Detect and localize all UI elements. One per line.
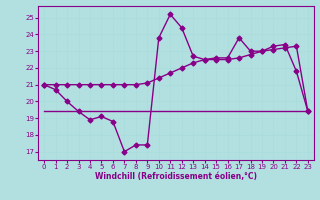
X-axis label: Windchill (Refroidissement éolien,°C): Windchill (Refroidissement éolien,°C) — [95, 172, 257, 181]
